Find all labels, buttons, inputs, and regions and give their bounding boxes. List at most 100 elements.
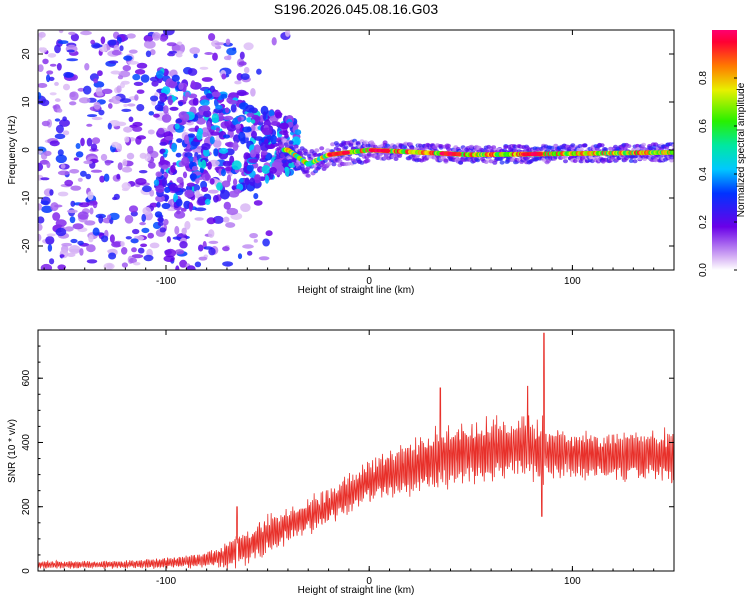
heatmap-cell (549, 145, 555, 150)
heatmap-cell (49, 189, 54, 196)
heatmap-cell (234, 80, 242, 85)
heatmap-cell (87, 191, 94, 201)
heatmap-cell (250, 88, 256, 97)
heatmap-cell (87, 114, 98, 118)
heatmap-cell (209, 178, 215, 185)
heatmap-cell (46, 74, 51, 83)
heatmap-cell (206, 217, 216, 225)
heatmap-cell (155, 185, 165, 193)
heatmap-cell (150, 95, 159, 102)
heatmap-cell (130, 238, 139, 244)
heatmap-cell (121, 247, 128, 255)
heatmap-cell (185, 91, 190, 98)
colorbar: 0.0 0.2 0.4 0.6 0.8 Normalized spectral ampl… (698, 30, 747, 277)
heatmap-cell (49, 140, 60, 147)
heatmap-cell (77, 211, 89, 220)
heatmap-cell (326, 161, 332, 166)
heatmap-cell (137, 247, 145, 254)
heatmap-cell (236, 127, 241, 134)
heatmap-cell (281, 159, 287, 164)
heatmap-cell (136, 89, 145, 94)
heatmap-cell (167, 95, 174, 106)
heatmap-cell (40, 200, 49, 205)
heatmap-cell (253, 174, 262, 184)
y-tick-label: 10 (21, 96, 32, 108)
heatmap-cell (603, 147, 609, 152)
heatmap-cell (175, 265, 180, 270)
heatmap-cell (147, 161, 156, 169)
heatmap-cell (553, 143, 559, 148)
heatmap-cell (244, 177, 250, 186)
colorbar-tick-label: 0.4 (698, 167, 709, 181)
heatmap-cell (256, 68, 262, 75)
heatmap-cell (225, 142, 232, 147)
heatmap-cell (641, 142, 646, 147)
heatmap-cell (180, 207, 187, 212)
heatmap-cell (201, 77, 213, 82)
heatmap-cell (69, 216, 76, 224)
heatmap-cell (194, 261, 202, 268)
heatmap-cell (132, 73, 141, 81)
heatmap-cell (133, 81, 144, 86)
heatmap-cell (186, 265, 196, 270)
heatmap-cell (158, 216, 164, 223)
heatmap-cell (221, 180, 231, 188)
heatmap-cell (91, 137, 101, 145)
heatmap-cell (111, 49, 122, 56)
heatmap-cell (99, 175, 105, 183)
heatmap-cell (96, 92, 104, 97)
heatmap-cell (136, 135, 147, 140)
heatmap-cell (98, 214, 104, 224)
heatmap-cell (38, 64, 44, 72)
heatmap-cell (237, 253, 243, 260)
heatmap-cell (56, 63, 62, 71)
heatmap-cell (203, 110, 212, 118)
heatmap-cell (38, 83, 48, 88)
heatmap-cell (107, 214, 112, 220)
colorbar-tick-label: 0.2 (698, 215, 709, 229)
heatmap-cell (116, 173, 121, 180)
heatmap-cell (155, 171, 163, 177)
colorbar-tick-label: 0.8 (698, 71, 709, 85)
heatmap-cell (70, 200, 76, 207)
heatmap-cell (291, 136, 301, 147)
heatmap-cell (163, 173, 169, 178)
heatmap-cell (54, 118, 61, 122)
heatmap-cell (121, 108, 132, 112)
heatmap-cell (86, 259, 98, 264)
heatmap-cell (57, 40, 69, 44)
heatmap-cell (77, 177, 83, 182)
heatmap-cell (49, 258, 55, 265)
heatmap-cell (127, 60, 139, 65)
heatmap-cell (132, 126, 143, 132)
heatmap-cell (108, 60, 119, 64)
heatmap-cell (139, 152, 147, 159)
heatmap-cell (226, 47, 237, 56)
colorbar-axis: 0.0 0.2 0.4 0.6 0.8 (698, 71, 737, 277)
heatmap-cell (235, 123, 241, 129)
heatmap-cell (77, 87, 85, 92)
heatmap-cell (203, 148, 210, 157)
heatmap-cell (273, 158, 283, 169)
heatmap-cell (83, 160, 93, 165)
heatmap-cell (608, 146, 614, 151)
y-tick-label: 20 (21, 48, 32, 60)
heatmap-cell (116, 85, 122, 93)
heatmap-cell (62, 130, 70, 136)
heatmap-cell (394, 145, 400, 150)
heatmap-cell (223, 216, 230, 223)
heatmap-cell (100, 153, 108, 161)
heatmap-cell (162, 177, 168, 188)
heatmap-cell (204, 52, 214, 55)
heatmap-cell (246, 117, 253, 123)
heatmap-cell (170, 164, 176, 174)
y-tick-label: 0 (21, 568, 32, 574)
heatmap-cell (39, 47, 44, 52)
heatmap-cell (91, 116, 103, 121)
heatmap-cell (253, 193, 259, 200)
heatmap-cell (159, 159, 169, 166)
heatmap-cell (108, 103, 113, 109)
y-tick-label: 0 (21, 147, 32, 153)
heatmap-cell (224, 119, 232, 128)
